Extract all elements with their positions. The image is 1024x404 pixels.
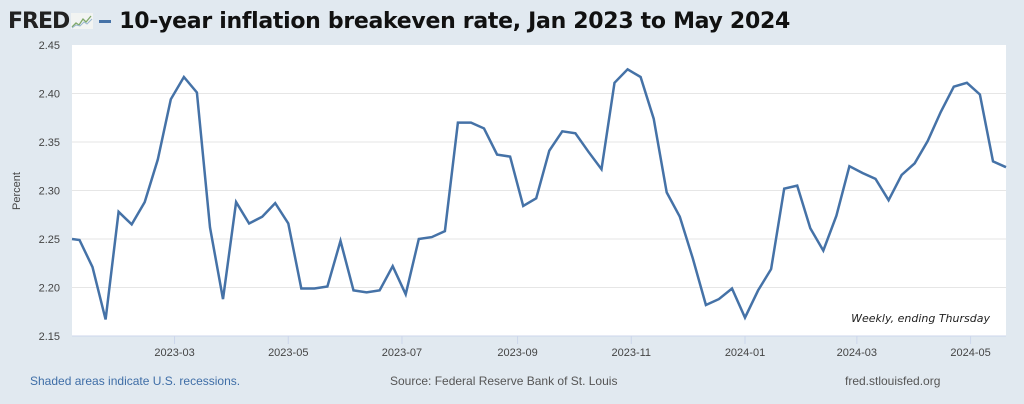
x-tick-label: 2023-11 [612,347,652,359]
fred-logo[interactable]: FRED [8,8,70,34]
x-tick-label: 2023-03 [154,347,194,359]
y-tick-label: 2.25 [39,234,60,246]
x-tick-label: 2023-09 [497,347,537,359]
y-tick-label: 2.40 [39,89,60,101]
x-tick-label: 2024-01 [725,347,765,359]
source-note: Source: Federal Reserve Bank of St. Loui… [390,374,618,388]
y-tick-label: 2.35 [39,137,60,149]
series-group [71,67,1007,321]
y-tick-label: 2.15 [39,331,60,343]
recession-note-link[interactable]: Shaded areas indicate U.S. recessions. [30,374,241,388]
x-tick-label: 2024-05 [950,347,990,359]
frequency-note: Weekly, ending Thursday [851,312,990,325]
y-tick-label: 2.30 [39,186,60,198]
x-axis: 2023-03 2023-05 2023-07 2023-09 2023-11 2024-… [72,335,1006,359]
y-tick-label: 2.45 [39,40,60,52]
series-line [71,67,1007,321]
y-tick-label: 2.20 [39,283,60,295]
sparkline-chart-icon [71,13,94,29]
legend-series-swatch [99,19,112,23]
x-tick-label: 2023-07 [382,347,422,359]
site-link[interactable]: fred.stlouisfed.org [845,374,941,388]
x-tick-label: 2023-05 [268,347,308,359]
chart-title: 10-year inflation breakeven rate, Jan 20… [119,8,790,34]
x-tick-label: 2024-03 [837,347,877,359]
chart-header: FRED 10-year inflation breakeven rate, J… [8,4,790,38]
y-axis: 2.15 2.20 2.25 2.30 2.35 2.40 2.45 [39,40,60,343]
y-axis-label: Percent [11,172,23,210]
